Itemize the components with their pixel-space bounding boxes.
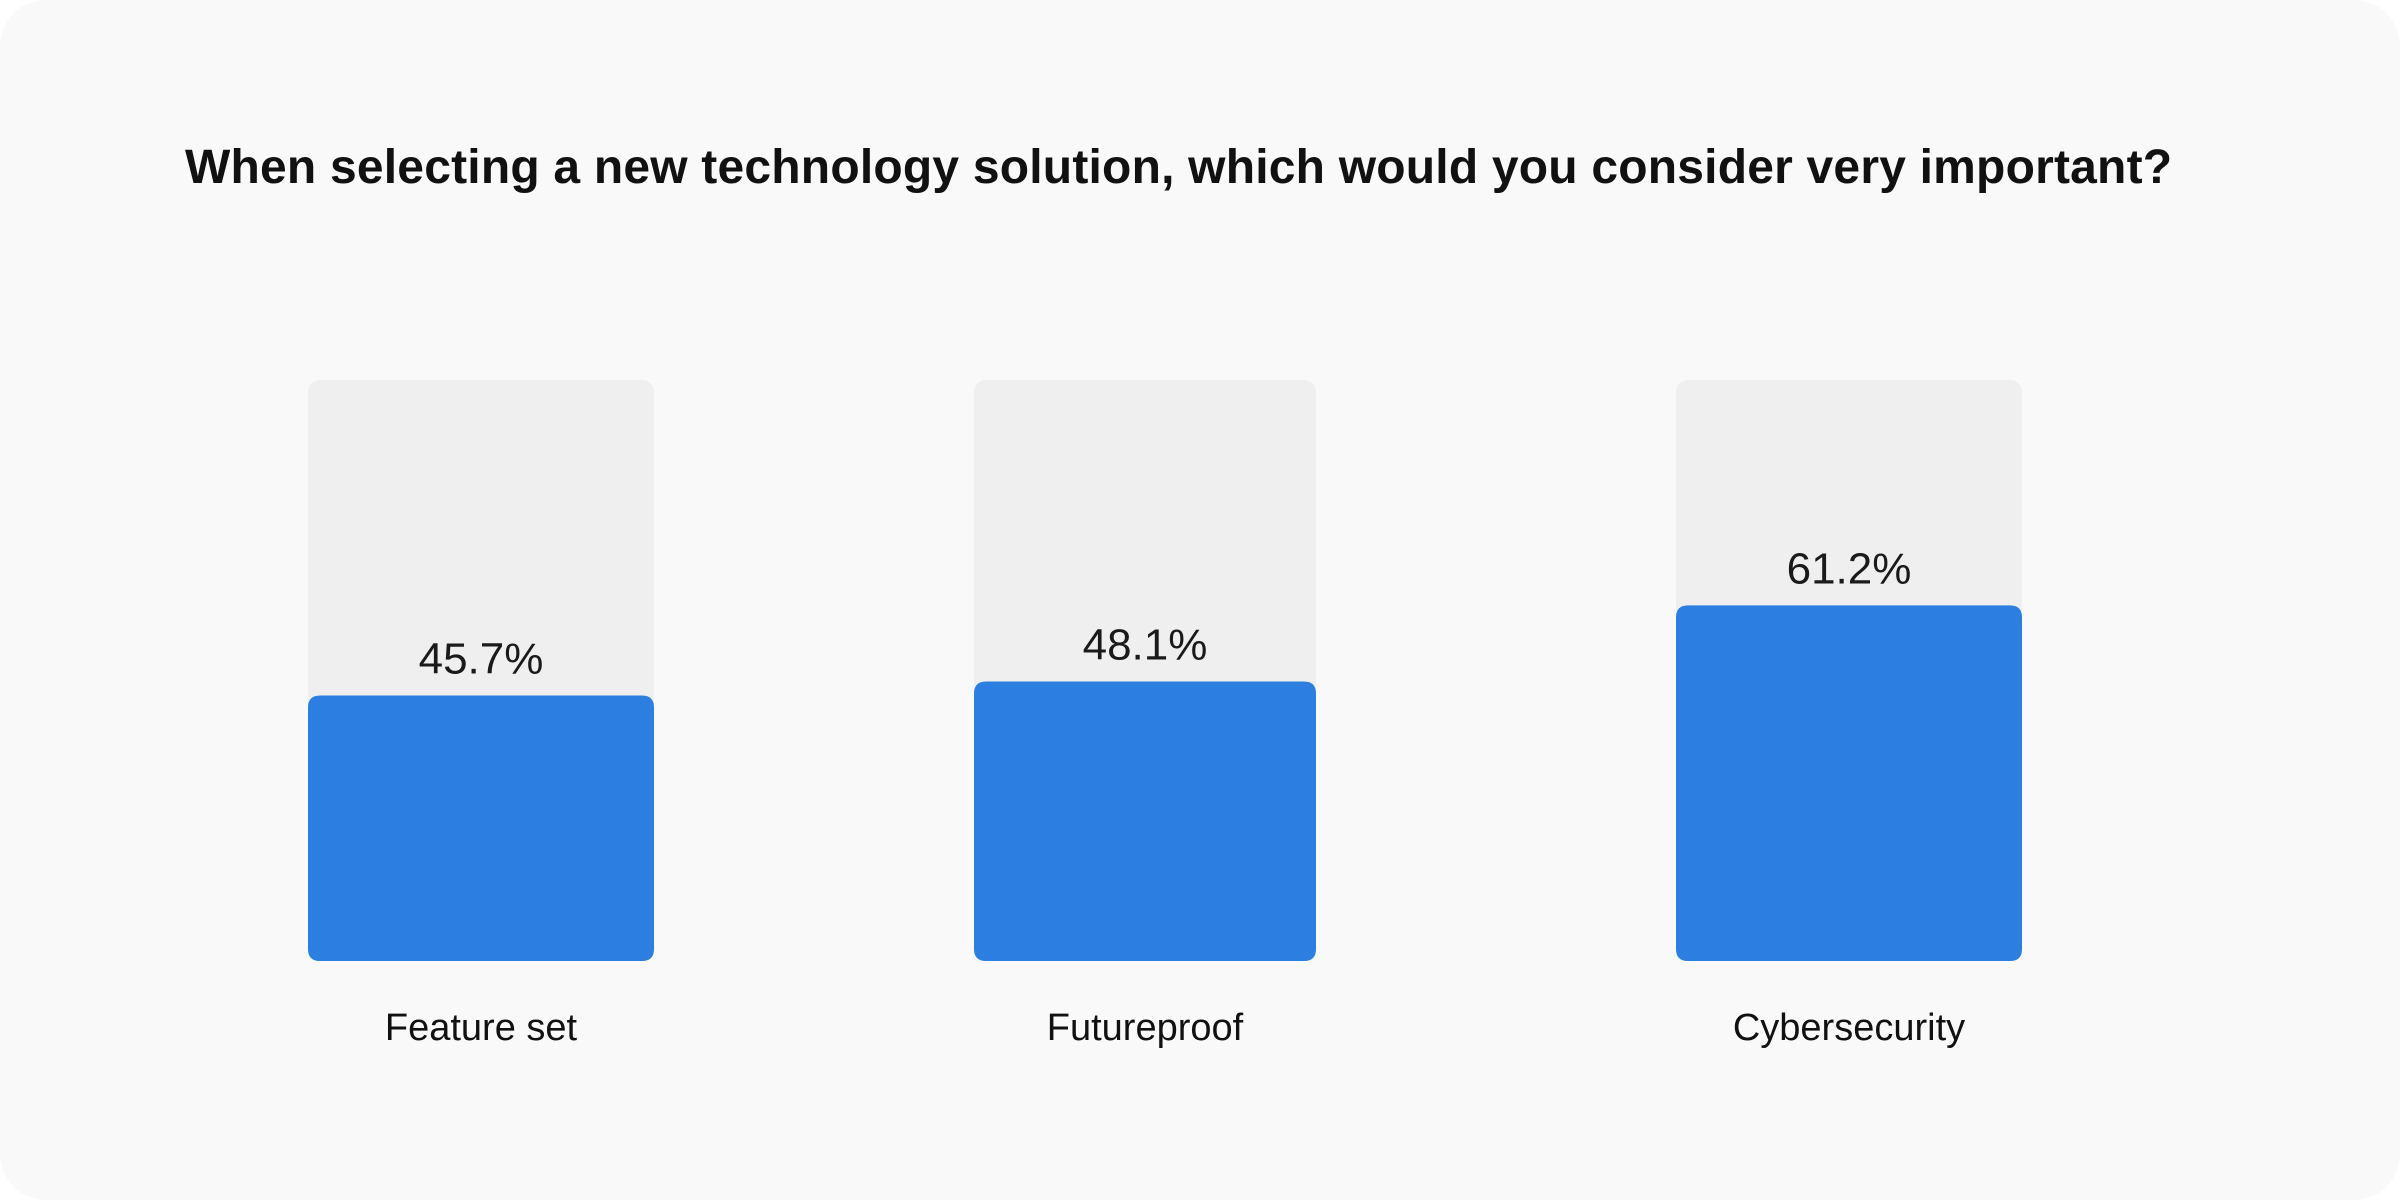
bar-1	[974, 681, 1316, 961]
value-label-0: 45.7%	[419, 634, 544, 683]
category-label-0: Feature set	[385, 1007, 578, 1049]
category-label-2: Cybersecurity	[1733, 1007, 1965, 1049]
value-label-2: 61.2%	[1787, 544, 1912, 593]
bar-0	[308, 695, 654, 961]
category-label-1: Futureproof	[1047, 1007, 1244, 1049]
chart-title: When selecting a new technology solution…	[185, 141, 2173, 194]
value-label-1: 48.1%	[1083, 621, 1208, 670]
bar-2	[1676, 605, 2022, 961]
